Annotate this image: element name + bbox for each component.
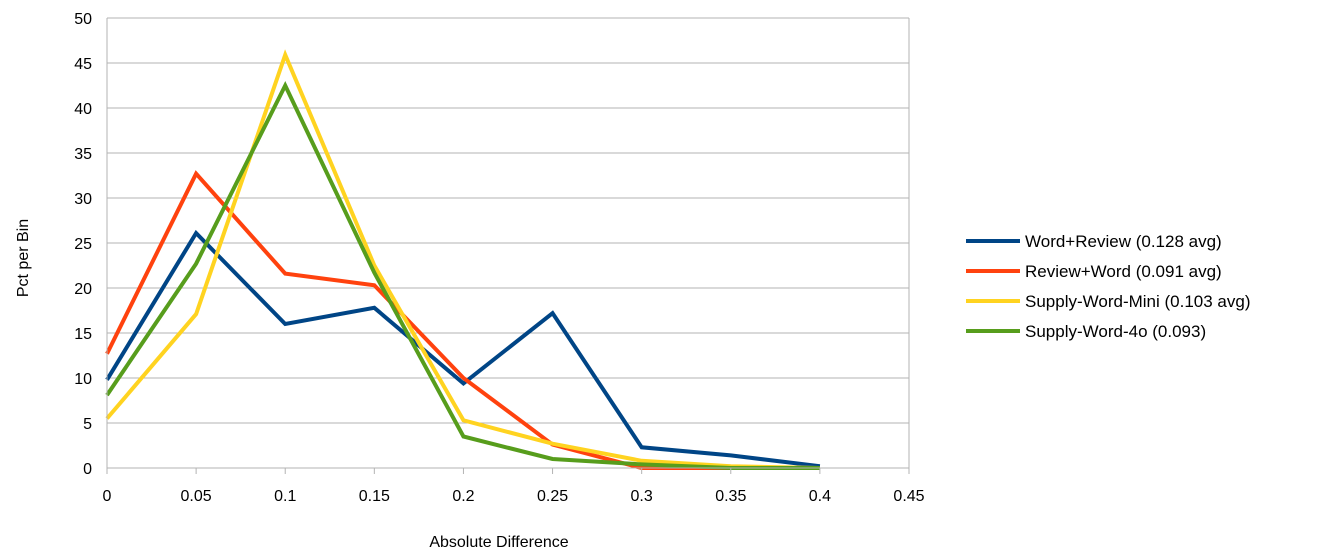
gridlines — [107, 17, 909, 424]
legend: Word+Review (0.128 avg) Review+Word (0.09… — [966, 232, 1251, 341]
x-tick-label: 0.1 — [274, 488, 296, 505]
y-tick-label: 5 — [83, 416, 92, 433]
y-tick-label: 0 — [83, 461, 92, 478]
y-tick-labels: 0 5 10 15 20 25 30 35 40 45 50 — [74, 11, 92, 478]
series-line-4 — [105, 80, 820, 470]
y-tick-label: 45 — [74, 56, 92, 73]
x-tick-label: 0.3 — [631, 488, 653, 505]
series-line-1 — [105, 229, 821, 469]
series-line-2 — [105, 170, 820, 470]
y-tick-label: 35 — [74, 146, 92, 163]
y-tick-label: 40 — [74, 101, 92, 118]
x-tick-labels: 0 0.05 0.1 0.15 0.2 0.25 0.3 0.35 0.4 0.45 — [103, 488, 925, 505]
y-tick-label: 30 — [74, 191, 92, 208]
legend-label: Review+Word (0.091 avg) — [1025, 262, 1222, 281]
x-tick-label: 0.45 — [893, 488, 924, 505]
x-tick-label: 0.05 — [181, 488, 212, 505]
y-tick-label: 50 — [74, 11, 92, 28]
series-line-3 — [105, 49, 820, 470]
legend-label: Word+Review (0.128 avg) — [1025, 232, 1222, 251]
x-tick-label: 0.35 — [715, 488, 746, 505]
x-axis-label: Absolute Difference — [429, 534, 568, 550]
y-tick-label: 25 — [74, 236, 92, 253]
x-tick-label: 0 — [103, 488, 112, 505]
y-tick-label: 20 — [74, 281, 92, 298]
x-tick-label: 0.4 — [809, 488, 831, 505]
legend-label: Supply-Word-4o (0.093) — [1025, 322, 1206, 341]
y-axis-label: Pct per Bin — [15, 219, 32, 297]
y-tick-label: 15 — [74, 326, 92, 343]
axes — [106, 18, 910, 474]
series-lines — [105, 49, 821, 470]
x-tick-label: 0.25 — [537, 488, 568, 505]
legend-label: Supply-Word-Mini (0.103 avg) — [1025, 292, 1251, 311]
x-tick-label: 0.15 — [359, 488, 390, 505]
y-tick-label: 10 — [74, 371, 92, 388]
x-tick-label: 0.2 — [452, 488, 474, 505]
